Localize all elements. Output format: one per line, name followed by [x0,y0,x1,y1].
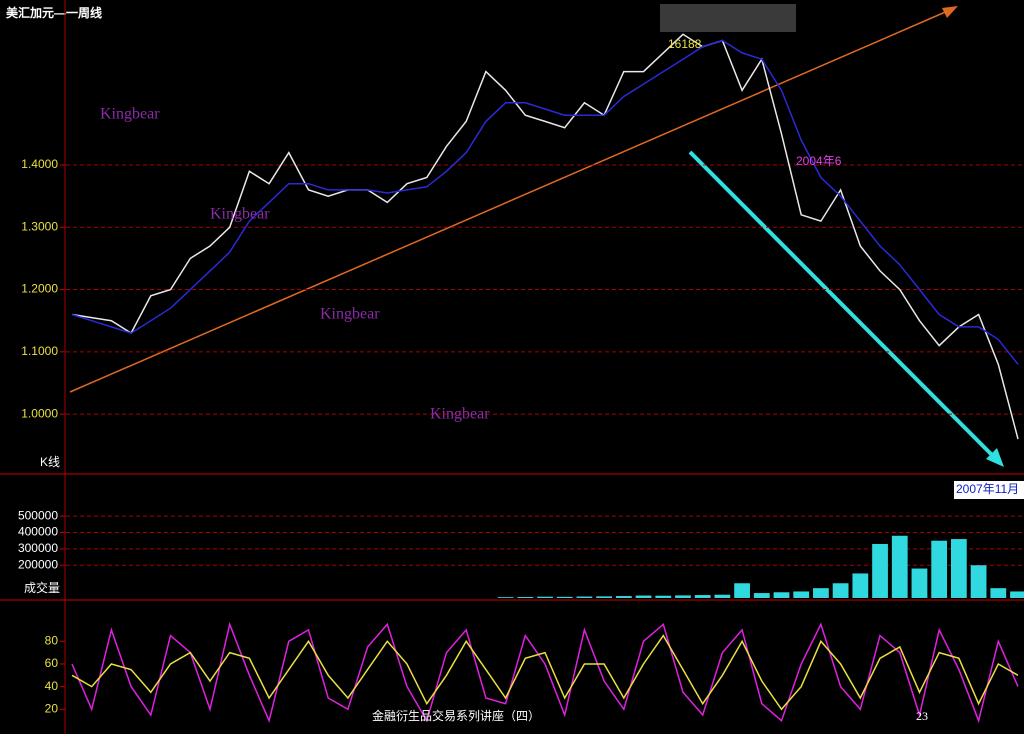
annotation: 2004年6 [796,154,842,168]
page-number: 23 [916,709,928,723]
arrow-head [986,448,1004,467]
footer-text: 金融衍生品交易系列讲座（四） [372,708,540,723]
volume-bar [655,595,672,598]
annotation: Kingbear [100,106,160,123]
y-tick-label: 1.0000 [21,406,58,420]
volume-bar [675,595,691,598]
volume-bar [714,594,731,598]
series-line [71,621,1019,724]
y-tick-label: 1.1000 [21,344,58,358]
volume-bar [813,588,829,598]
arrow-head [942,6,958,18]
volume-bar [793,591,810,598]
volume-bar [773,592,790,598]
y-tick-label: 80 [45,633,59,647]
series-line [71,33,1019,440]
annotation: 2007年11月 [956,482,1019,496]
chart-title: 美汇加元—一周线 [6,5,102,20]
volume-bar [990,588,1007,598]
y-tick-label: 500000 [18,508,58,522]
y-tick-label: 300000 [18,541,58,555]
volume-bar [950,539,967,598]
y-tick-label: 1.2000 [21,282,58,296]
y-tick-label: 1.3000 [21,219,58,233]
trend-line [688,150,997,460]
volume-bar [872,543,888,598]
series-line [71,634,1019,711]
volume-bar [497,597,514,598]
y-tick-label: 400000 [18,525,58,539]
annotation: Kingbear [320,306,380,323]
annotation: Kingbear [210,206,270,223]
volume-bar [694,595,711,598]
volume-bar [576,596,593,598]
panel-label: 成交量 [24,580,60,595]
volume-bar [734,583,750,598]
volume-bar [891,535,908,598]
hidden-box [660,4,796,32]
volume-bar [615,596,632,598]
volume-bar [753,593,770,598]
volume-bar [911,568,928,598]
volume-bar [1010,591,1024,598]
label-box [954,481,1024,499]
y-tick-label: 60 [45,656,59,670]
volume-bar [832,583,849,598]
annotation: Kingbear [430,406,490,423]
volume-bar [635,595,652,598]
y-tick-label: 200000 [18,557,58,571]
volume-bar [596,596,613,598]
volume-bar [517,597,534,598]
volume-bar [537,596,553,598]
annotation: 16188 [668,37,702,51]
volume-bar [556,596,573,598]
volume-bar [931,540,948,598]
y-tick-label: 40 [45,679,59,693]
panel-label: K线 [40,455,60,469]
series-line [71,39,1019,365]
volume-bar [852,573,869,598]
volume-bar [970,565,987,598]
y-tick-label: 1.4000 [21,157,58,171]
trend-line [69,9,951,393]
y-tick-label: 20 [45,701,59,715]
